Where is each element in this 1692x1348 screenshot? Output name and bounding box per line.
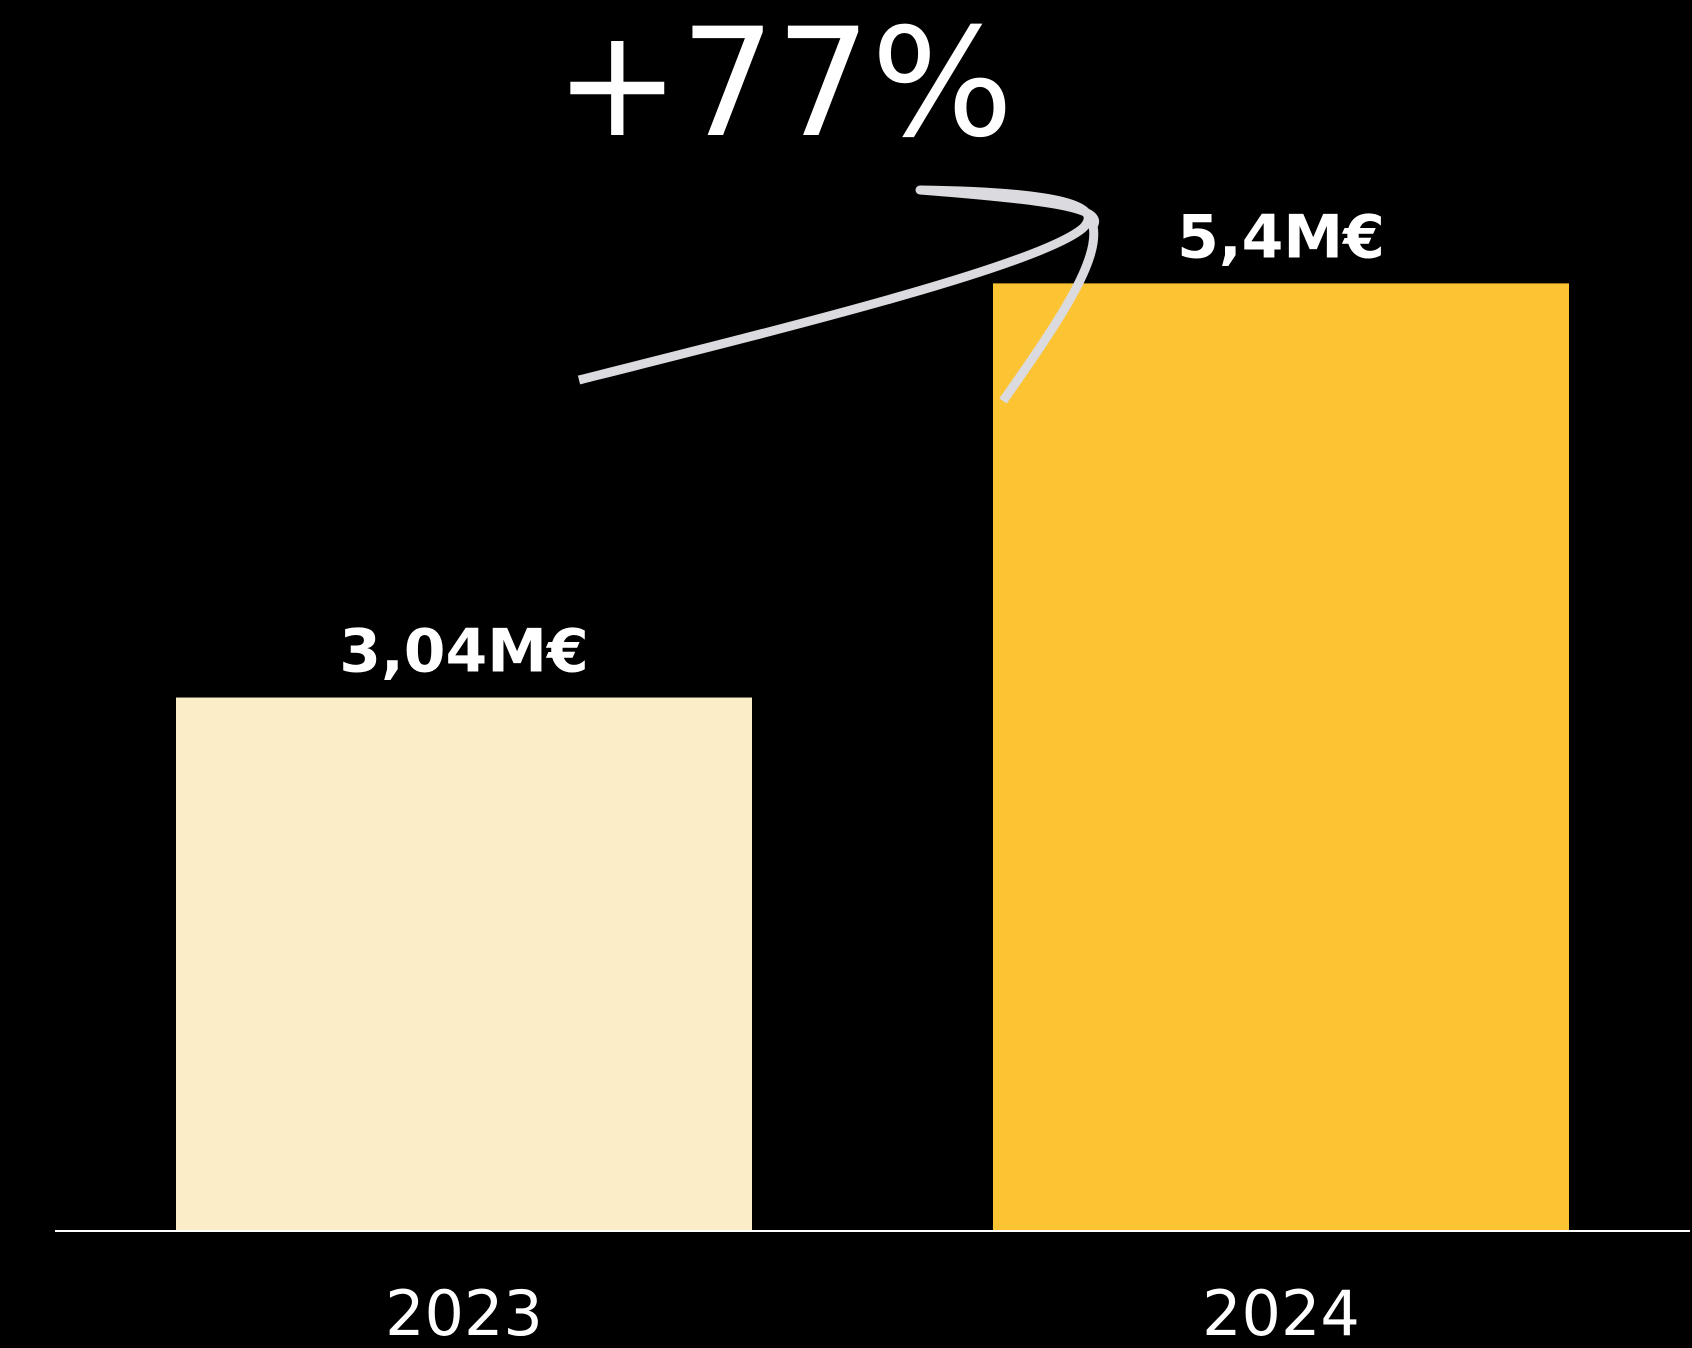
bar-2023 bbox=[176, 697, 752, 1231]
growth-arrow bbox=[577, 185, 1099, 404]
bars-layer bbox=[176, 283, 1569, 1231]
value-label-2023: 3,04M€ bbox=[339, 617, 589, 687]
x-tick-label-2024: 2024 bbox=[1202, 1277, 1360, 1348]
value-label-2024: 5,4M€ bbox=[1177, 202, 1385, 272]
value-labels-layer: 3,04M€ 5,4M€ bbox=[339, 202, 1385, 686]
growth-percentage-label: +77% bbox=[554, 0, 1013, 171]
bar-2024 bbox=[993, 283, 1569, 1231]
x-tick-label-2023: 2023 bbox=[385, 1277, 543, 1348]
tick-labels-layer: 2023 2024 bbox=[385, 1277, 1360, 1348]
